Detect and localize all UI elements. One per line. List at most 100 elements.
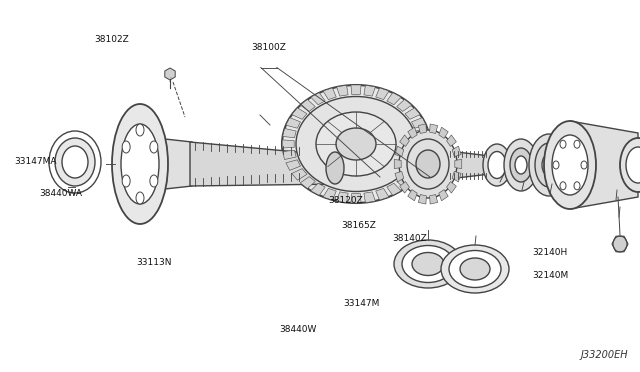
Text: 32140M: 32140M xyxy=(532,271,568,280)
Polygon shape xyxy=(408,190,417,201)
Polygon shape xyxy=(394,160,401,169)
Ellipse shape xyxy=(560,182,566,190)
Text: 33147MA: 33147MA xyxy=(14,157,56,166)
Text: 38120Z: 38120Z xyxy=(328,196,363,205)
Ellipse shape xyxy=(316,112,396,176)
Polygon shape xyxy=(292,108,307,119)
Polygon shape xyxy=(412,118,426,128)
Ellipse shape xyxy=(441,245,509,293)
Ellipse shape xyxy=(394,240,462,288)
Polygon shape xyxy=(397,99,412,112)
Ellipse shape xyxy=(535,143,563,187)
Polygon shape xyxy=(638,141,640,189)
Ellipse shape xyxy=(544,121,596,209)
Ellipse shape xyxy=(504,139,538,191)
Ellipse shape xyxy=(460,258,490,280)
Ellipse shape xyxy=(552,135,588,195)
Polygon shape xyxy=(429,195,438,204)
Ellipse shape xyxy=(529,134,569,196)
Ellipse shape xyxy=(483,144,511,186)
Ellipse shape xyxy=(416,150,440,178)
Polygon shape xyxy=(408,127,417,138)
Polygon shape xyxy=(395,146,404,157)
Polygon shape xyxy=(399,135,410,147)
Polygon shape xyxy=(419,124,426,134)
Text: 38440WA: 38440WA xyxy=(39,189,83,198)
Polygon shape xyxy=(452,146,461,157)
Ellipse shape xyxy=(560,140,566,148)
Ellipse shape xyxy=(150,175,158,187)
Polygon shape xyxy=(387,93,401,105)
Ellipse shape xyxy=(553,161,559,169)
Text: 32140H: 32140H xyxy=(532,248,568,257)
Text: 33147M: 33147M xyxy=(344,299,380,308)
Ellipse shape xyxy=(449,250,501,288)
Ellipse shape xyxy=(112,104,168,224)
Polygon shape xyxy=(311,93,325,105)
Polygon shape xyxy=(286,118,301,128)
Polygon shape xyxy=(376,88,389,100)
Polygon shape xyxy=(337,192,348,203)
Ellipse shape xyxy=(49,131,101,193)
Ellipse shape xyxy=(515,156,527,174)
Ellipse shape xyxy=(136,124,144,136)
Polygon shape xyxy=(415,147,490,183)
Ellipse shape xyxy=(510,148,532,182)
Ellipse shape xyxy=(55,138,95,186)
Polygon shape xyxy=(387,183,401,195)
Polygon shape xyxy=(300,99,316,112)
Polygon shape xyxy=(439,190,448,201)
Polygon shape xyxy=(416,128,429,138)
Polygon shape xyxy=(447,135,456,147)
Text: J33200EH: J33200EH xyxy=(580,350,628,360)
Polygon shape xyxy=(323,88,336,100)
Ellipse shape xyxy=(574,140,580,148)
Ellipse shape xyxy=(326,152,344,184)
Text: 38140Z: 38140Z xyxy=(392,234,427,243)
Ellipse shape xyxy=(488,151,506,179)
Ellipse shape xyxy=(62,146,88,178)
Polygon shape xyxy=(452,171,461,182)
Polygon shape xyxy=(419,195,426,204)
Polygon shape xyxy=(311,183,325,195)
Polygon shape xyxy=(416,150,429,160)
Ellipse shape xyxy=(121,124,159,204)
Polygon shape xyxy=(190,142,340,186)
Polygon shape xyxy=(364,85,376,96)
Ellipse shape xyxy=(122,175,130,187)
Polygon shape xyxy=(429,124,438,134)
Polygon shape xyxy=(412,160,426,170)
Polygon shape xyxy=(283,128,296,138)
Polygon shape xyxy=(323,188,336,200)
Polygon shape xyxy=(337,85,348,96)
Ellipse shape xyxy=(136,192,144,204)
Ellipse shape xyxy=(296,96,416,192)
Ellipse shape xyxy=(581,161,587,169)
Ellipse shape xyxy=(122,141,130,153)
Polygon shape xyxy=(286,160,301,170)
Polygon shape xyxy=(399,182,410,193)
Text: 38102Z: 38102Z xyxy=(95,35,129,44)
Polygon shape xyxy=(395,171,404,182)
Polygon shape xyxy=(612,236,628,252)
Ellipse shape xyxy=(412,253,444,276)
Polygon shape xyxy=(439,127,448,138)
Polygon shape xyxy=(418,140,430,148)
Polygon shape xyxy=(397,177,412,189)
Polygon shape xyxy=(300,177,316,189)
Polygon shape xyxy=(282,140,294,148)
Ellipse shape xyxy=(407,139,449,189)
Ellipse shape xyxy=(150,141,158,153)
Text: 38165Z: 38165Z xyxy=(341,221,376,230)
Polygon shape xyxy=(570,121,638,209)
Ellipse shape xyxy=(282,85,430,203)
Polygon shape xyxy=(455,160,462,169)
Polygon shape xyxy=(292,169,307,180)
Ellipse shape xyxy=(402,246,454,282)
Text: 33113N: 33113N xyxy=(136,258,172,267)
Ellipse shape xyxy=(542,154,556,176)
Ellipse shape xyxy=(574,182,580,190)
Polygon shape xyxy=(138,136,192,192)
Ellipse shape xyxy=(399,130,457,198)
Ellipse shape xyxy=(626,147,640,183)
